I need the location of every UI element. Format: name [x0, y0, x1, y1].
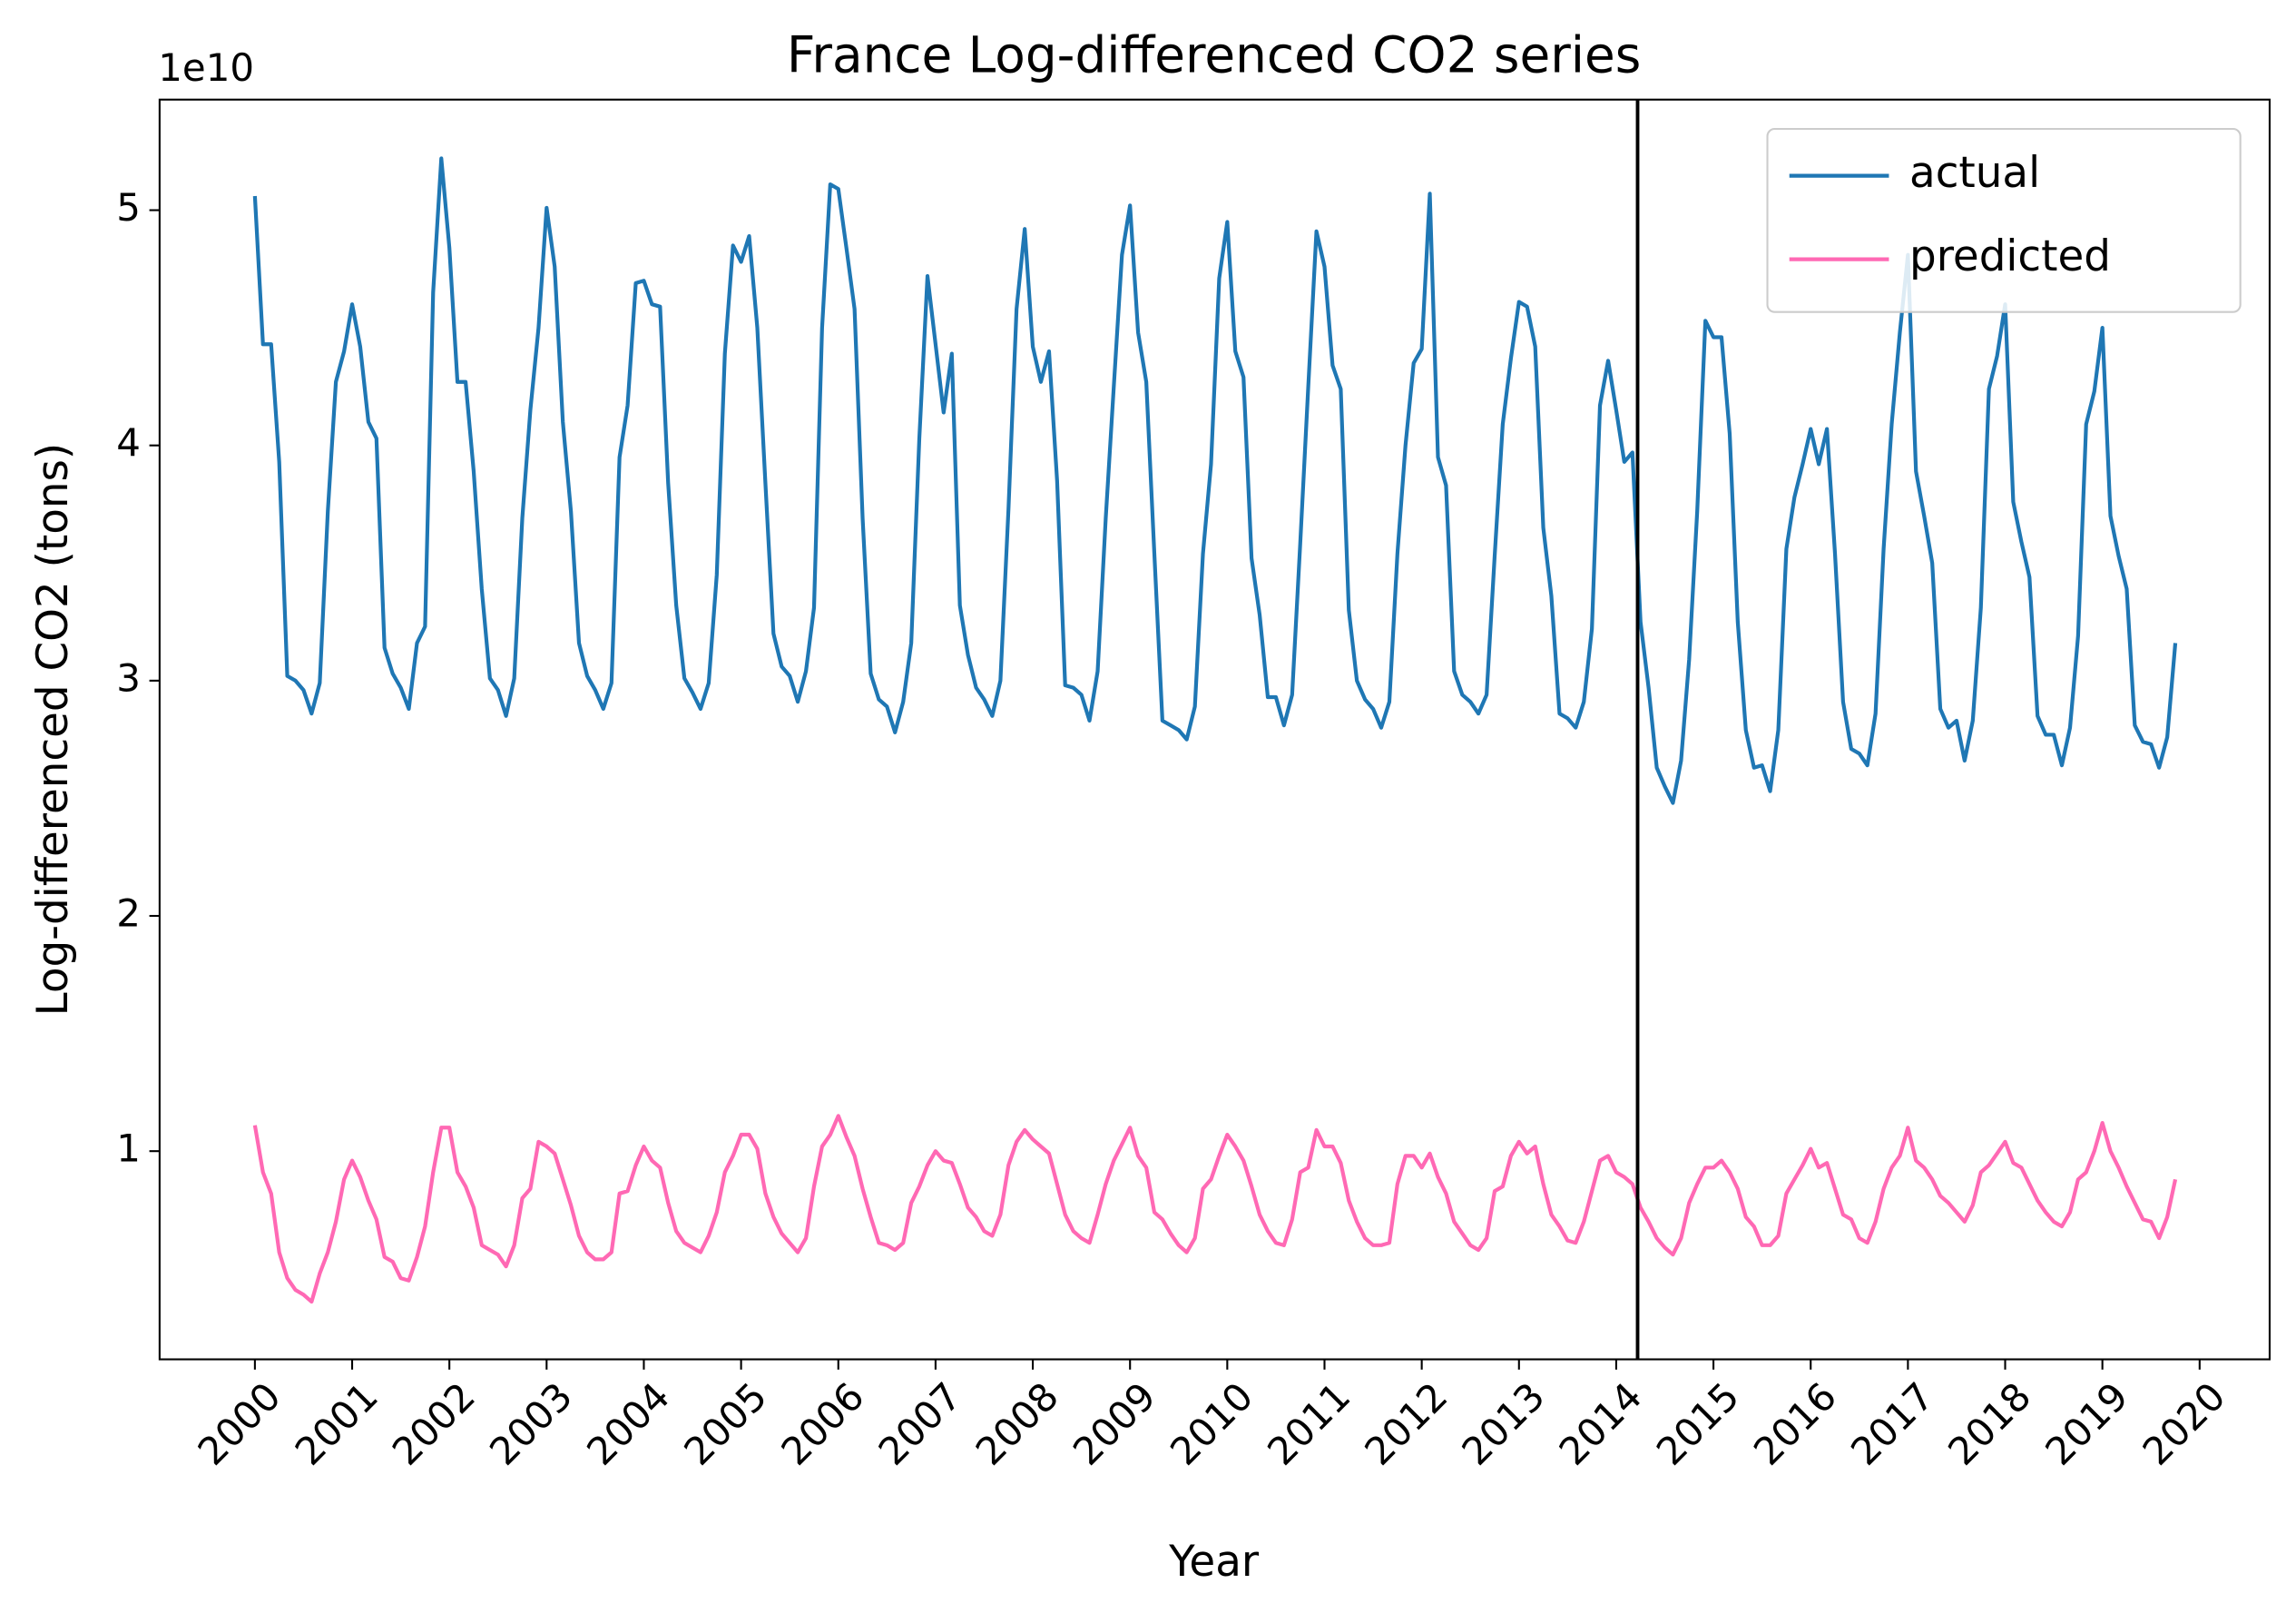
chart-title: France Log-differenced CO2 series: [787, 26, 1642, 84]
x-tick-label: 2000: [190, 1374, 289, 1474]
legend: actual predicted: [1766, 127, 2242, 313]
x-tick-label: 2019: [2036, 1374, 2136, 1474]
legend-label: actual: [1909, 149, 2040, 198]
y-tick-label: 3: [116, 655, 141, 700]
y-tick-label: 2: [116, 891, 141, 936]
x-tick-label: 2010: [1162, 1374, 1261, 1474]
x-tick-label: 2002: [384, 1374, 484, 1474]
x-tick-label: 2004: [578, 1374, 678, 1474]
series-line: [252, 1114, 2178, 1304]
x-tick-label: 2014: [1551, 1374, 1651, 1474]
x-tick-label: 2005: [675, 1374, 775, 1474]
x-tick-label: 2012: [1356, 1374, 1456, 1474]
x-tick-label: 2020: [2134, 1374, 2233, 1474]
x-tick-label: 2008: [967, 1374, 1067, 1474]
x-tick-label: 2003: [481, 1374, 581, 1474]
y-tick-label: 5: [116, 185, 141, 230]
plot-frame: [158, 98, 2271, 1361]
x-tick-label: 2016: [1745, 1374, 1845, 1474]
x-tick-label: 2007: [870, 1374, 970, 1474]
x-tick-label: 2013: [1453, 1374, 1553, 1474]
x-tick-label: 2006: [772, 1374, 872, 1474]
x-tick-label: 2009: [1065, 1374, 1164, 1474]
y-offset-label: 1e10: [158, 45, 254, 90]
series-line: [252, 156, 2178, 805]
y-tick-label: 1: [116, 1126, 141, 1171]
legend-label: predicted: [1909, 232, 2111, 281]
x-axis-label: Year: [1168, 1538, 1260, 1587]
y-axis-label: Log-differenced CO2 (tons): [29, 443, 78, 1017]
x-tick-label: 2017: [1842, 1374, 1942, 1474]
x-tick-label: 2018: [1939, 1374, 2039, 1474]
x-tick-label: 2001: [287, 1374, 387, 1474]
x-tick-label: 2015: [1648, 1374, 1748, 1474]
y-tick-label: 4: [116, 420, 141, 465]
x-tick-label: 2011: [1259, 1374, 1359, 1474]
